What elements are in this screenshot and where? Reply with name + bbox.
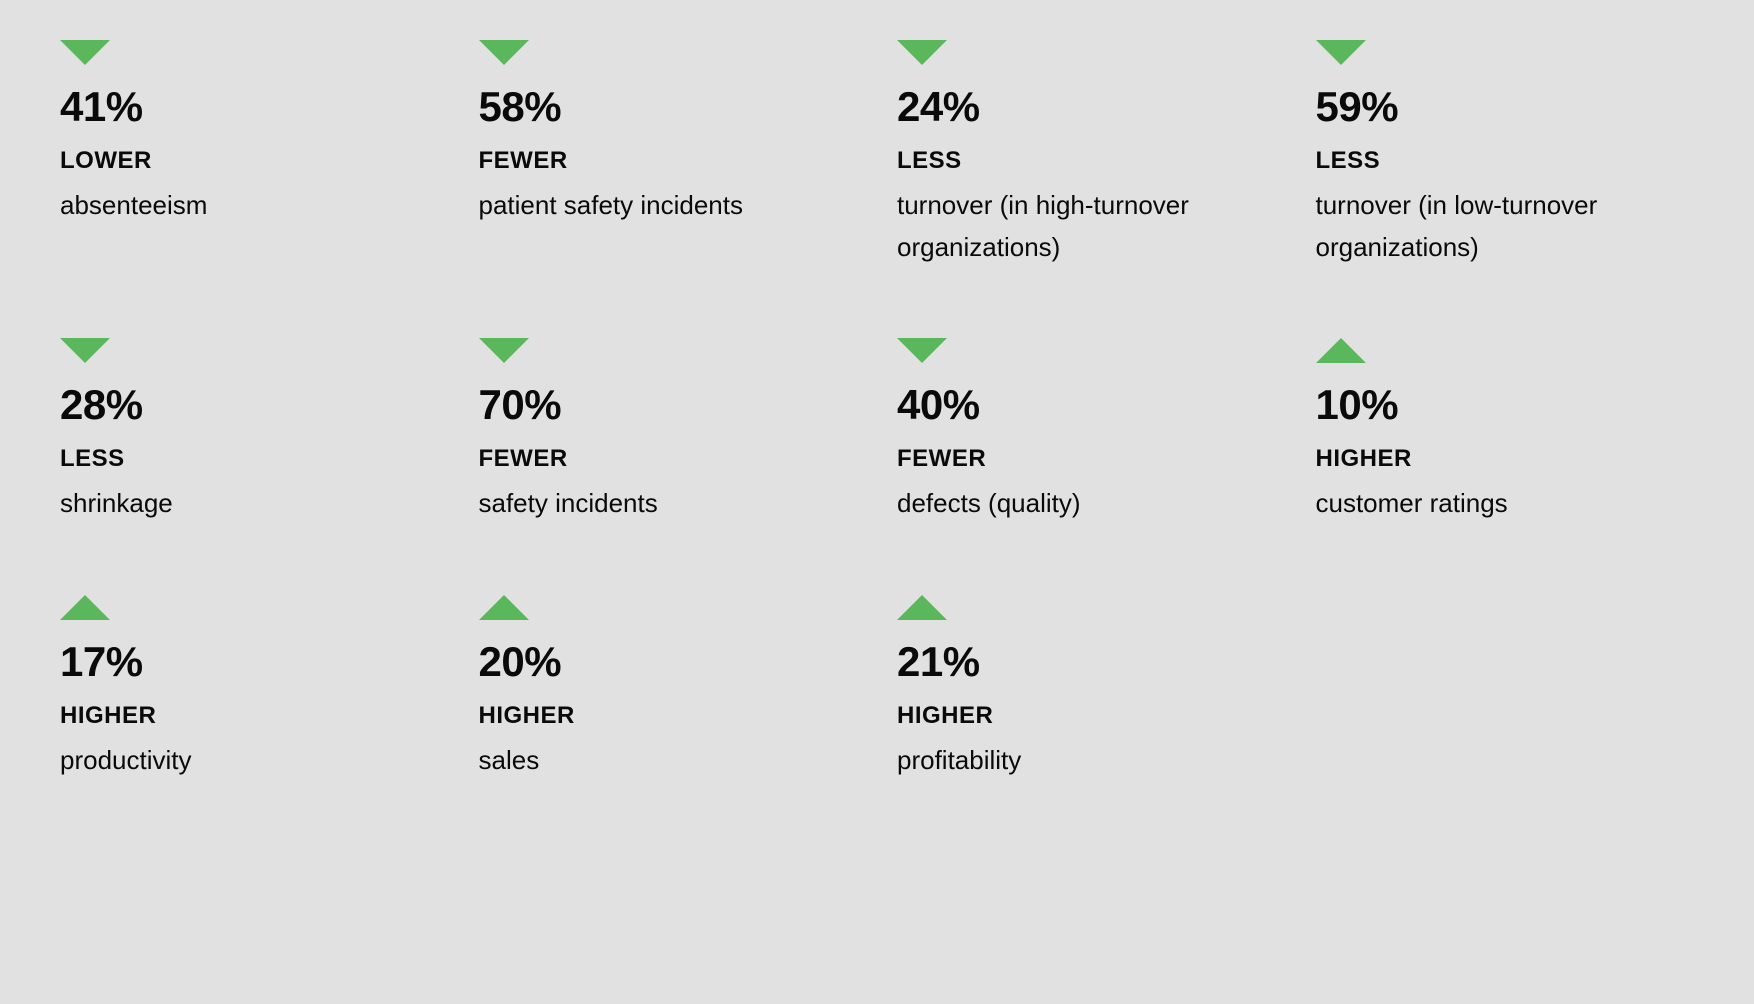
- triangle-up-icon: [897, 595, 947, 620]
- stat-qualifier: LOWER: [60, 147, 152, 175]
- stat-description: shrinkage: [60, 483, 173, 525]
- triangle-down-icon: [479, 338, 529, 363]
- stat-description: turnover (in low-turnover organizations): [1316, 185, 1636, 268]
- stat-card: 70% FEWER safety incidents: [479, 338, 858, 525]
- stat-description: sales: [479, 740, 540, 782]
- triangle-down-icon: [60, 40, 110, 65]
- stat-qualifier: LESS: [1316, 147, 1381, 175]
- stat-percentage: 59%: [1316, 83, 1399, 131]
- stat-description: turnover (in high-turnover organizations…: [897, 185, 1217, 268]
- stat-description: profitability: [897, 740, 1021, 782]
- stat-description: absenteeism: [60, 185, 207, 227]
- stat-description: safety incidents: [479, 483, 658, 525]
- stat-qualifier: FEWER: [897, 445, 986, 473]
- stat-card: 21% HIGHER profitability: [897, 595, 1276, 782]
- triangle-down-icon: [60, 338, 110, 363]
- stat-card: 40% FEWER defects (quality): [897, 338, 1276, 525]
- stat-qualifier: FEWER: [479, 445, 568, 473]
- stat-percentage: 40%: [897, 381, 980, 429]
- stat-description: defects (quality): [897, 483, 1081, 525]
- stat-qualifier: HIGHER: [479, 702, 575, 730]
- triangle-up-icon: [479, 595, 529, 620]
- triangle-up-icon: [60, 595, 110, 620]
- triangle-up-icon: [1316, 338, 1366, 363]
- stat-qualifier: HIGHER: [60, 702, 156, 730]
- stat-percentage: 10%: [1316, 381, 1399, 429]
- stat-percentage: 20%: [479, 638, 562, 686]
- stat-card: 28% LESS shrinkage: [60, 338, 439, 525]
- stat-card: 58% FEWER patient safety incidents: [479, 40, 858, 268]
- stat-percentage: 58%: [479, 83, 562, 131]
- stat-percentage: 28%: [60, 381, 143, 429]
- stat-description: customer ratings: [1316, 483, 1508, 525]
- stat-card: 10% HIGHER customer ratings: [1316, 338, 1695, 525]
- stat-percentage: 21%: [897, 638, 980, 686]
- stat-card: 17% HIGHER productivity: [60, 595, 439, 782]
- triangle-down-icon: [479, 40, 529, 65]
- stats-grid: 41% LOWER absenteeism 58% FEWER patient safet…: [60, 40, 1694, 781]
- triangle-down-icon: [897, 40, 947, 65]
- stat-qualifier: FEWER: [479, 147, 568, 175]
- stat-card: 59% LESS turnover (in low-turnover organiz…: [1316, 40, 1695, 268]
- stat-qualifier: LESS: [897, 147, 962, 175]
- stat-description: patient safety incidents: [479, 185, 744, 227]
- stat-card: 20% HIGHER sales: [479, 595, 858, 782]
- stat-percentage: 24%: [897, 83, 980, 131]
- stat-percentage: 70%: [479, 381, 562, 429]
- stat-percentage: 17%: [60, 638, 143, 686]
- stat-qualifier: LESS: [60, 445, 125, 473]
- stat-description: productivity: [60, 740, 192, 782]
- stat-card: 41% LOWER absenteeism: [60, 40, 439, 268]
- stat-percentage: 41%: [60, 83, 143, 131]
- stat-qualifier: HIGHER: [1316, 445, 1412, 473]
- stat-qualifier: HIGHER: [897, 702, 993, 730]
- stat-card: 24% LESS turnover (in high-turnover organi…: [897, 40, 1276, 268]
- triangle-down-icon: [897, 338, 947, 363]
- triangle-down-icon: [1316, 40, 1366, 65]
